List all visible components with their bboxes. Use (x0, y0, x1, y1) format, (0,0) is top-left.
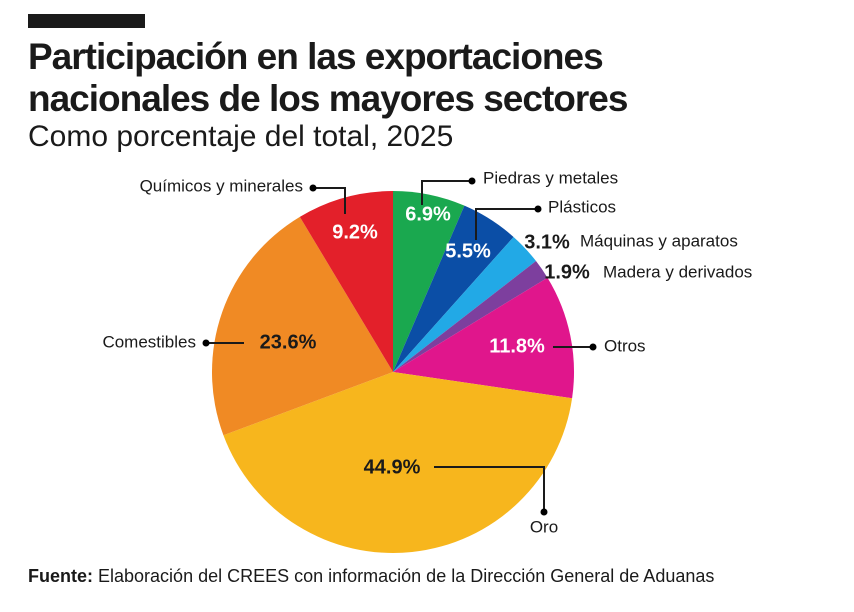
leader-line (475, 208, 538, 240)
chart-title: Participación en las exportaciones nacio… (28, 36, 628, 119)
value-label: 11.8% (489, 335, 545, 357)
leader-dot (202, 339, 210, 347)
leader-dot (309, 184, 317, 192)
category-label: Oro (530, 517, 558, 536)
category-label: Piedras y metales (483, 168, 618, 187)
leader-dot (540, 508, 548, 516)
source-text: Elaboración del CREES con información de… (98, 566, 715, 586)
category-label: Madera y derivados (603, 262, 752, 281)
value-label: 6.9% (405, 203, 451, 225)
value-label: 9.2% (332, 221, 378, 243)
category-label: Máquinas y aparatos (580, 231, 738, 250)
leader-dot (534, 205, 542, 213)
value-label: 44.9% (364, 456, 421, 478)
pie-slice (223, 372, 573, 553)
pie-slice (393, 236, 537, 372)
pie-slice (299, 191, 393, 372)
pie (212, 190, 574, 553)
pie-slice (393, 261, 548, 372)
leader-dot (589, 343, 597, 351)
decor-bar (28, 14, 145, 28)
value-label: 1.9% (544, 261, 590, 283)
category-label: Plásticos (548, 197, 616, 216)
leader-dot (468, 177, 476, 185)
category-label: Comestibles (102, 332, 196, 351)
chart-subtitle: Como porcentaje del total, 2025 (28, 120, 454, 153)
pie-slice (393, 277, 574, 399)
source: Fuente: Elaboración del CREES con inform… (28, 566, 714, 587)
pie-slice (212, 216, 393, 436)
leader-lines (202, 177, 597, 516)
value-label: 3.1% (524, 231, 570, 253)
leader-line (313, 187, 346, 214)
category-label: Otros (604, 336, 646, 355)
source-label: Fuente: (28, 566, 93, 586)
leader-line (421, 180, 472, 205)
leader-line (434, 466, 545, 512)
category-label: Químicos y minerales (140, 176, 303, 195)
value-label: 23.6% (260, 331, 317, 353)
value-label: 5.5% (445, 240, 491, 262)
pie-slice (393, 205, 514, 372)
pie-slice (393, 190, 465, 372)
